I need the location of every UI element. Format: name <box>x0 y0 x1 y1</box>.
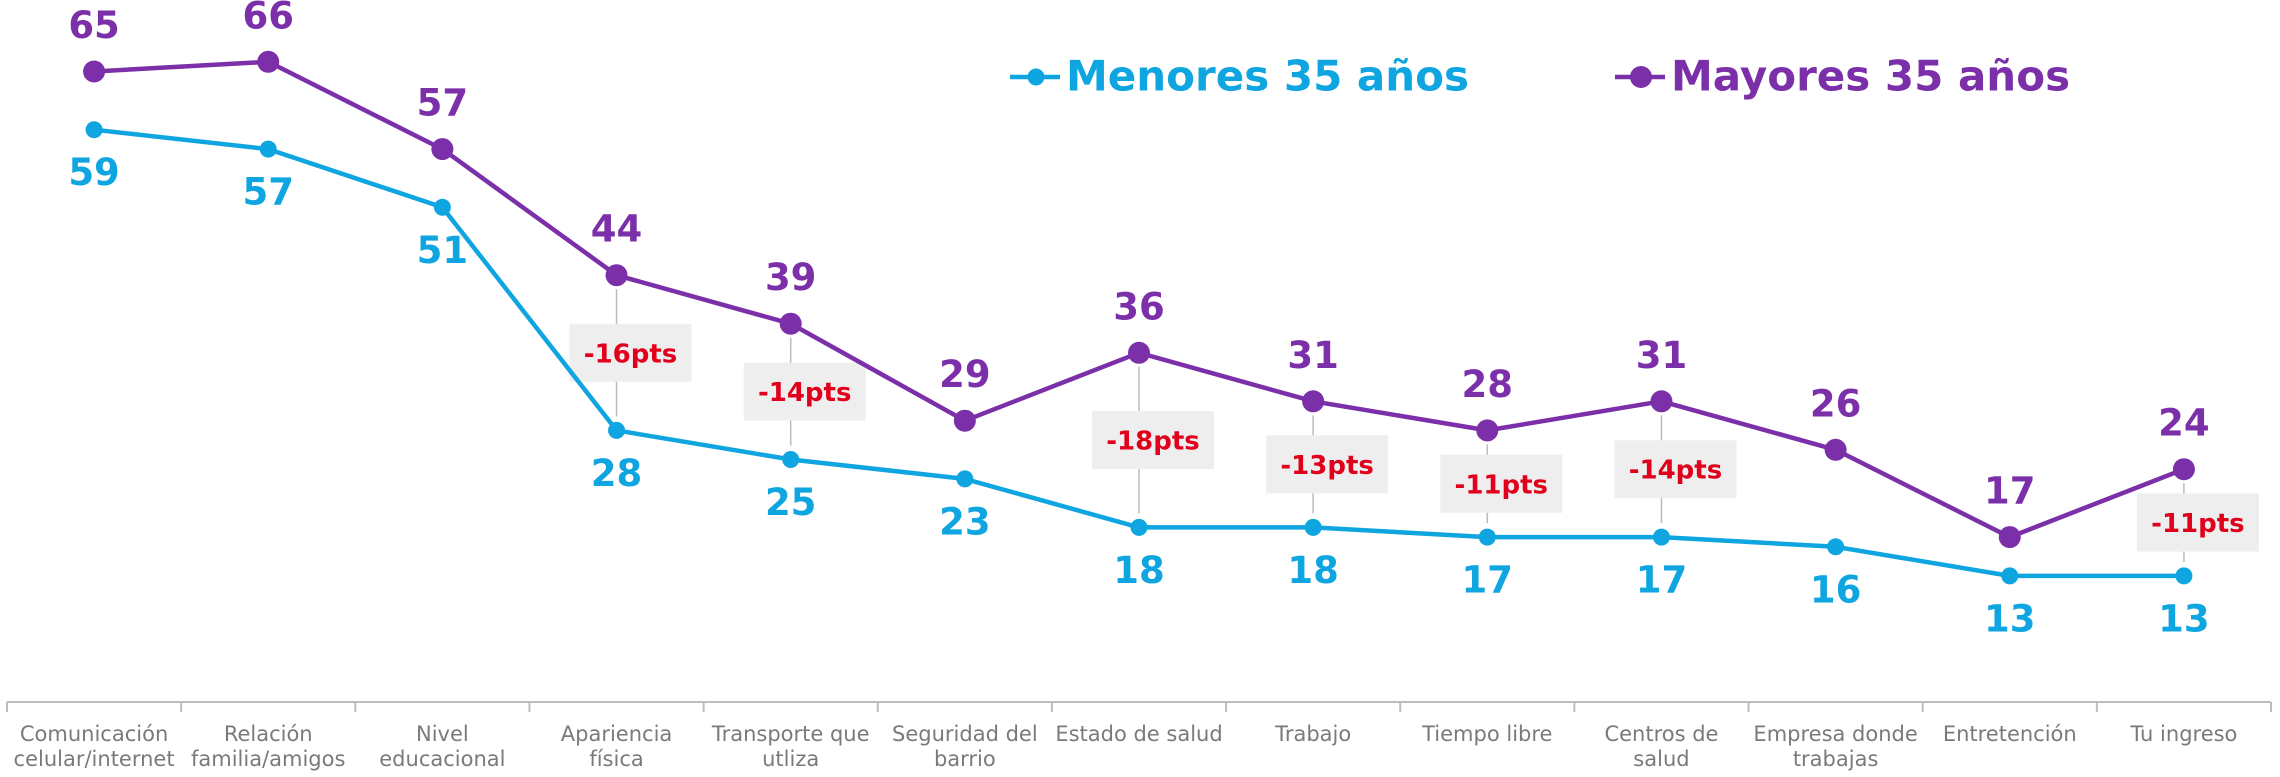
data-label: 57 <box>242 171 294 214</box>
gap-label: -18pts <box>1106 427 1200 457</box>
data-point <box>2172 458 2195 481</box>
x-tick-label: Comunicación celular/internet <box>13 722 175 771</box>
data-point <box>1476 419 1499 442</box>
data-point <box>608 421 626 439</box>
data-label: 44 <box>591 208 643 251</box>
legend-marker <box>1027 68 1045 86</box>
data-label: 66 <box>242 0 294 37</box>
gap-box <box>743 362 866 421</box>
data-label: 16 <box>1810 568 1862 611</box>
x-tick-label: Tu ingreso <box>2130 722 2238 746</box>
x-tick-label: Trabajo <box>1275 722 1352 746</box>
gap-box <box>1092 411 1214 470</box>
data-point <box>1478 528 1496 546</box>
data-point <box>1998 526 2021 549</box>
data-label: 28 <box>591 452 643 495</box>
data-label: 65 <box>68 4 120 47</box>
data-label: 29 <box>939 353 991 396</box>
data-label: 51 <box>417 229 469 272</box>
gap-box <box>569 323 692 382</box>
legend-marker <box>1630 66 1652 88</box>
x-tick-label: Centros de salud <box>1604 722 1719 771</box>
data-label: 13 <box>2158 597 2210 640</box>
x-tick-label: Relación familia/amigos <box>190 722 346 771</box>
data-point <box>782 451 800 468</box>
data-label: 18 <box>1287 549 1339 592</box>
data-label: 24 <box>2158 402 2210 445</box>
gap-label: -13pts <box>1280 451 1374 481</box>
data-point <box>605 264 628 287</box>
data-label: 13 <box>1984 597 2036 640</box>
x-tick-label: Entretención <box>1942 722 2077 746</box>
data-point <box>953 409 976 432</box>
legend-label: Menores 35 años <box>1066 52 1469 101</box>
gap-box <box>1614 440 1737 499</box>
data-point <box>257 50 280 73</box>
legend-label: Mayores 35 años <box>1671 52 2070 101</box>
data-label: 28 <box>1462 363 1514 406</box>
data-point <box>1302 390 1325 413</box>
data-label: 26 <box>1810 382 1862 425</box>
data-point <box>1304 518 1322 536</box>
gap-box <box>1440 454 1563 513</box>
x-tick-label: Estado de salud <box>1055 722 1223 746</box>
gap-label: -14pts <box>758 378 852 408</box>
data-point <box>433 198 451 216</box>
x-tick-label: Nivel educacional <box>379 722 506 771</box>
gap-box <box>2136 493 2259 552</box>
data-point <box>779 312 802 335</box>
data-point <box>1652 528 1670 546</box>
x-tick-label: Seguridad del barrio <box>892 722 1038 771</box>
data-label: 39 <box>765 256 817 299</box>
data-label: 31 <box>1287 334 1339 377</box>
data-label: 17 <box>1462 559 1514 602</box>
gap-label: -14pts <box>1629 456 1723 486</box>
data-label: 17 <box>1636 559 1688 602</box>
data-point <box>1650 390 1673 413</box>
data-point <box>83 60 106 83</box>
data-point <box>1827 538 1845 556</box>
data-point <box>1130 518 1148 536</box>
data-point <box>85 121 103 139</box>
gap-box <box>1266 435 1389 494</box>
data-point <box>1824 438 1847 461</box>
data-label: 59 <box>68 151 120 194</box>
x-tick-label: Transporte que utliza <box>711 722 870 771</box>
data-label: 36 <box>1113 285 1165 328</box>
data-label: 17 <box>1984 470 2036 513</box>
data-point <box>2001 567 2019 585</box>
x-tick-label: Empresa donde trabajas <box>1753 722 1918 771</box>
data-label: 57 <box>417 82 469 125</box>
data-point <box>2175 567 2193 585</box>
data-label: 31 <box>1636 334 1688 377</box>
data-point <box>956 470 974 488</box>
data-label: 18 <box>1113 549 1165 592</box>
data-point <box>259 140 277 158</box>
gap-label: -16pts <box>584 339 678 369</box>
data-label: 23 <box>939 500 991 543</box>
x-tick-label: Apariencia física <box>560 722 673 771</box>
data-point <box>431 138 454 161</box>
gap-label: -11pts <box>2151 509 2245 539</box>
data-label: 25 <box>765 481 817 524</box>
gap-label: -11pts <box>1455 470 1549 500</box>
x-tick-label: Tiempo libre <box>1422 722 1553 746</box>
data-point <box>1128 341 1150 364</box>
